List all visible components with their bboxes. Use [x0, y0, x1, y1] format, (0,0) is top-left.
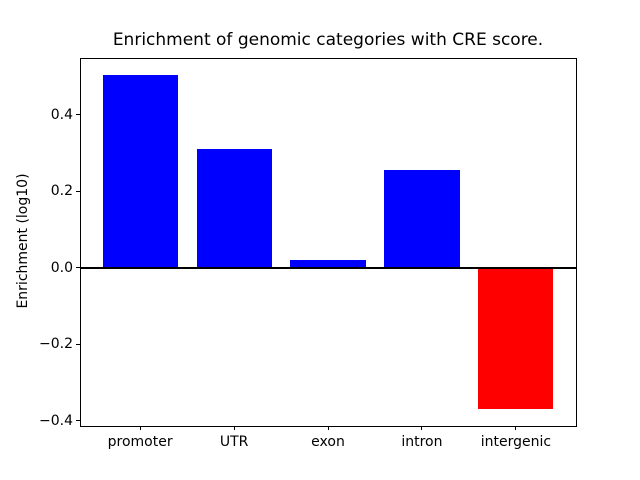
x-tick-label-intergenic: intergenic	[480, 434, 552, 450]
x-tick-mark	[233, 426, 235, 430]
x-tick-label-UTR: UTR	[219, 434, 249, 450]
y-tick-label: −0.2	[39, 336, 73, 353]
zero-line	[80, 266, 576, 269]
bar-promoter	[102, 74, 178, 268]
x-tick-mark	[515, 426, 517, 430]
y-tick-label: −0.4	[39, 412, 73, 429]
y-tick-mark	[76, 343, 80, 345]
x-tick-mark	[421, 426, 423, 430]
y-tick-label: 0.4	[50, 106, 73, 123]
x-tick-label-intron: intron	[401, 434, 443, 450]
y-tick-mark	[76, 267, 80, 269]
x-tick-mark	[327, 426, 329, 430]
y-tick-mark	[76, 190, 80, 192]
bar-exon	[290, 260, 366, 268]
x-tick-label-promoter: promoter	[107, 434, 173, 450]
x-tick-mark	[139, 426, 141, 430]
chart-title: Enrichment of genomic categories with CR…	[112, 30, 544, 50]
y-tick-mark	[76, 114, 80, 116]
y-tick-label: 0.2	[50, 183, 73, 200]
y-tick-label: 0.0	[50, 259, 73, 276]
y-tick-mark	[76, 420, 80, 422]
bar-intergenic	[478, 267, 554, 410]
bar-UTR	[196, 149, 272, 268]
bar-intron	[384, 170, 460, 268]
x-tick-label-exon: exon	[311, 434, 345, 450]
